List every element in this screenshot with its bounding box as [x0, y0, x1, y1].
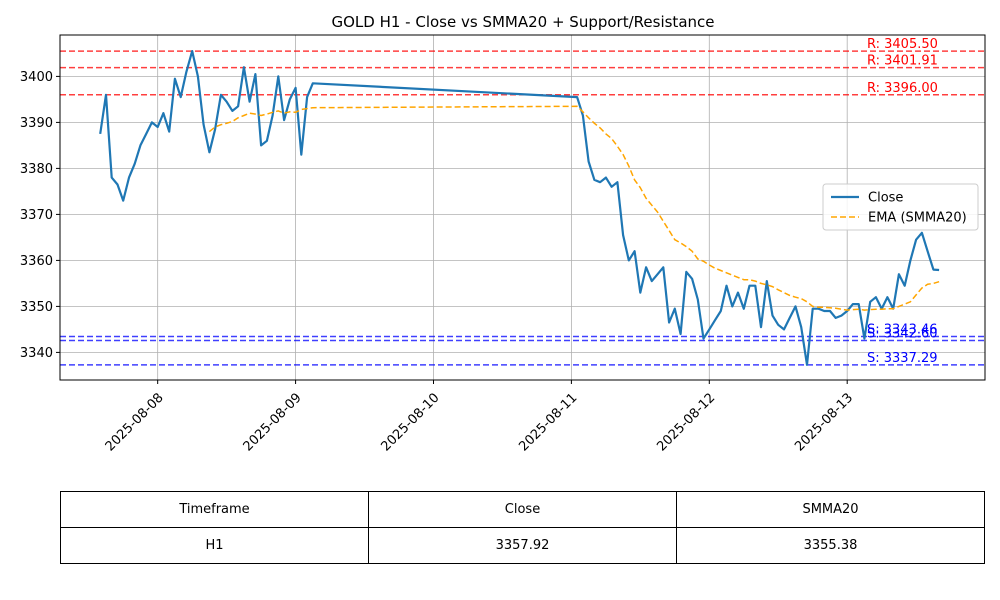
y-tick-label: 3350 — [20, 300, 53, 315]
resistance-level-label: R: 3396.00 — [867, 81, 938, 96]
x-tick-label: 2025-08-13 — [792, 390, 856, 454]
smma20-series-line — [208, 105, 940, 311]
resistance-level-label: R: 3401.91 — [867, 54, 938, 69]
legend-label: Close — [868, 191, 903, 206]
table-cell: 3357.92 — [368, 527, 677, 564]
support-level-label: S: 3343.46 — [867, 322, 938, 337]
axes: 3340 3350 3360 3370 3380 3390 3400 2025-08-08 20… — [20, 70, 856, 455]
x-tick-label: 2025-08-11 — [516, 390, 580, 454]
close-series-line — [99, 49, 940, 366]
x-tick-label: 2025-08-08 — [103, 390, 167, 454]
y-tick-label: 3400 — [20, 70, 53, 85]
x-tick-label: 2025-08-09 — [241, 390, 305, 454]
table-header-cell: Close — [368, 491, 677, 528]
support-resistance-levels — [60, 50, 985, 366]
summary-table: Timeframe Close SMMA20 H1 3357.92 3355.3… — [60, 491, 985, 564]
y-tick-label: 3360 — [20, 254, 53, 269]
table-header-cell: Timeframe — [60, 491, 369, 528]
y-tick-label: 3390 — [20, 116, 53, 131]
table-row: H1 3357.92 3355.38 — [60, 527, 985, 564]
legend-box — [822, 183, 979, 231]
y-tick-label: 3380 — [20, 162, 53, 177]
chart-title: GOLD H1 - Close vs SMMA20 + Support/Resi… — [331, 13, 714, 31]
y-tick-label: 3340 — [20, 346, 53, 361]
support-level-label: S: 3337.29 — [867, 351, 938, 366]
table-header-row: Timeframe Close SMMA20 — [60, 491, 985, 528]
plot-area-frame — [59, 34, 986, 381]
table-cell: H1 — [60, 527, 369, 564]
resistance-level-label: R: 3405.50 — [867, 37, 938, 52]
y-tick-label: 3370 — [20, 208, 53, 223]
level-labels: R: 3405.50 R: 3401.91 R: 3396.00 S: 3343.46… — [867, 37, 938, 366]
x-tick-label: 2025-08-12 — [654, 390, 718, 454]
support-level-label: S: 3342.60 — [867, 326, 938, 341]
series-lines — [99, 49, 940, 366]
legend-label: EMA (SMMA20) — [868, 211, 967, 226]
table-cell: 3355.38 — [676, 527, 985, 564]
x-tick-label: 2025-08-10 — [378, 390, 442, 454]
legend: Close EMA (SMMA20) — [822, 183, 979, 231]
table-header-cell: SMMA20 — [676, 491, 985, 528]
